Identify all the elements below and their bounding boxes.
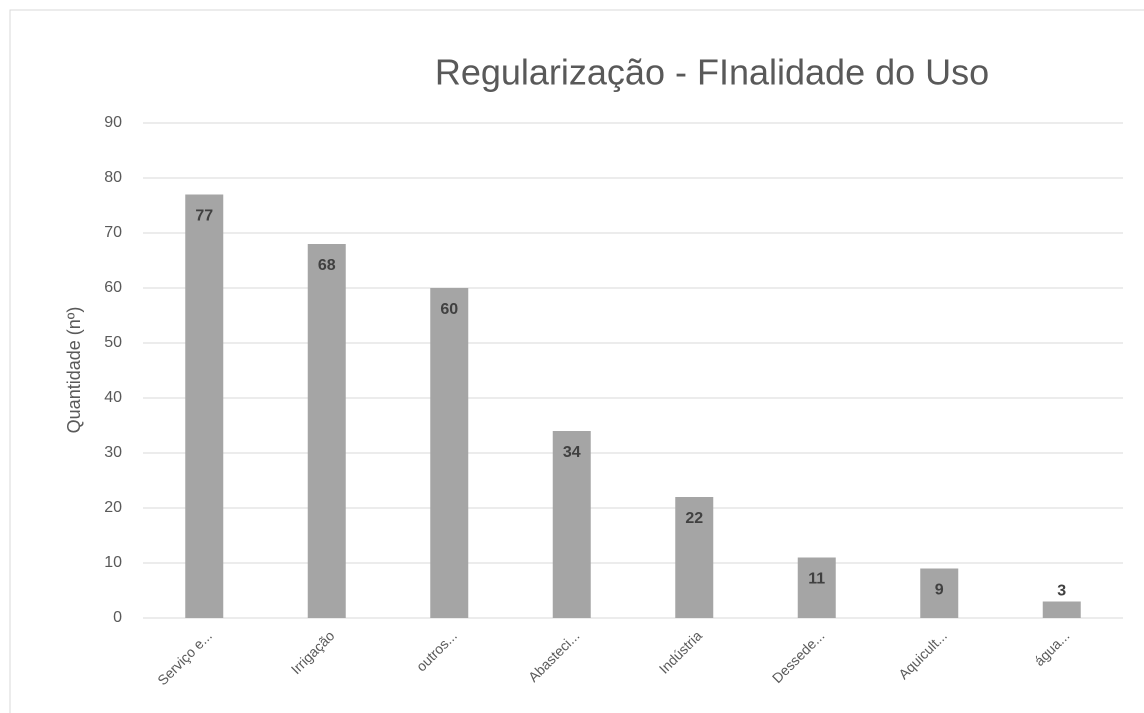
x-tick-label: Dessede... [769,627,828,686]
bar [185,194,224,618]
data-label: 68 [318,257,336,274]
chart-frame [9,9,1144,713]
y-tick-label: 0 [113,609,122,626]
x-tick-label: Indústria [656,627,705,676]
bar [675,497,714,618]
y-axis-title: Quantidade (nº) [64,307,84,434]
data-label: 77 [195,208,213,225]
y-tick-label: 70 [104,224,122,241]
bar [430,288,469,618]
bar [552,431,591,618]
x-tick-label: água... [1031,627,1073,669]
y-tick-label: 50 [104,334,122,351]
data-label: 9 [935,582,944,599]
data-label: 3 [1057,583,1066,600]
x-tick-label: Irrigação [288,627,338,677]
data-label: 34 [563,444,581,461]
x-tick-label: outros... [413,627,460,674]
y-tick-label: 20 [104,499,122,516]
data-label: 60 [440,301,458,318]
chart-title: Regularização - FInalidade do Uso [435,52,989,93]
y-tick-label: 10 [104,554,122,571]
x-tick-label: Aquicult... [895,627,950,682]
x-tick-label: Serviço e... [154,627,215,688]
x-tick-label: Abasteci... [525,627,583,685]
bar [797,557,836,618]
data-label: 11 [808,571,825,588]
bar [920,568,959,618]
y-tick-label: 40 [104,389,122,406]
y-tick-label: 30 [104,444,122,461]
y-tick-label: 90 [104,114,122,131]
y-tick-label: 60 [104,279,122,296]
bar [307,244,346,618]
data-label: 22 [685,510,703,527]
y-tick-label: 80 [104,169,122,186]
bar [1042,601,1081,618]
